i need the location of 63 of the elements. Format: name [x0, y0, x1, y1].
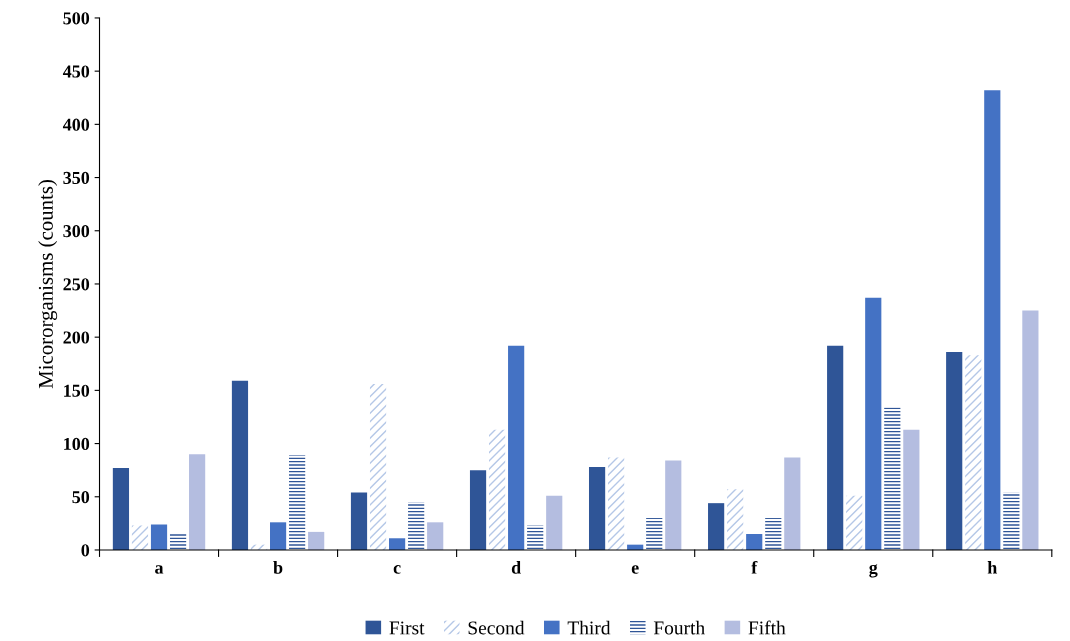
bar	[169, 532, 187, 550]
legend-label: Fifth	[748, 620, 786, 635]
bar	[308, 531, 325, 550]
bar	[269, 522, 287, 550]
bar	[608, 457, 625, 550]
bar	[984, 90, 1001, 550]
bar	[765, 518, 782, 550]
y-axis-title: Micororganisms (counts)	[38, 180, 58, 389]
legend-label: First	[389, 621, 425, 635]
bar	[1003, 492, 1020, 550]
bar	[189, 454, 206, 550]
x-tick-label: d	[511, 561, 521, 574]
y-tick-label: 450	[62, 65, 90, 78]
x-tick-label: h	[987, 561, 998, 574]
legend-label: Third	[567, 620, 611, 635]
bar	[865, 297, 882, 550]
y-tick-label: 350	[63, 171, 90, 184]
bar	[846, 495, 863, 550]
bar	[289, 455, 306, 550]
bar	[131, 525, 149, 550]
y-tick-label: 150	[64, 384, 90, 397]
bar	[489, 429, 506, 550]
bar	[527, 525, 544, 550]
bar	[665, 460, 682, 550]
y-tick-label: 100	[64, 437, 90, 451]
bar	[150, 524, 168, 550]
bar	[389, 538, 406, 550]
bar	[588, 466, 606, 550]
y-tick-label: 400	[62, 118, 90, 131]
bar	[231, 380, 249, 550]
bar	[469, 470, 487, 550]
bar	[827, 345, 844, 550]
bar	[369, 383, 387, 550]
bar	[946, 352, 963, 550]
bar	[727, 489, 744, 550]
bar	[903, 429, 920, 550]
bar	[965, 355, 982, 550]
bar	[746, 534, 763, 550]
bar	[508, 345, 525, 550]
y-tick-label: 200	[63, 331, 90, 344]
bar	[427, 522, 444, 550]
bar	[546, 495, 563, 550]
bar	[784, 457, 801, 550]
bar	[1022, 310, 1039, 550]
bar	[350, 492, 368, 550]
y-tick-label: 250	[63, 278, 90, 291]
bar	[884, 407, 901, 550]
x-tick-label: e	[631, 565, 639, 574]
x-tick-label: b	[273, 561, 283, 574]
x-tick-label: c	[393, 565, 401, 574]
x-tick-label: f	[751, 560, 758, 574]
legend-label: Fourth	[653, 620, 705, 635]
y-tick-label: 500	[63, 12, 90, 25]
y-tick-label: 50	[72, 491, 90, 504]
x-tick-label: g	[869, 564, 878, 578]
legend-label: Second	[468, 620, 525, 635]
y-tick-label: 0	[81, 544, 90, 557]
bar	[112, 468, 130, 550]
bar	[708, 503, 725, 550]
y-tick-label: 300	[63, 225, 90, 238]
bar	[408, 502, 425, 550]
x-tick-label: a	[155, 565, 164, 574]
bar	[646, 518, 663, 550]
